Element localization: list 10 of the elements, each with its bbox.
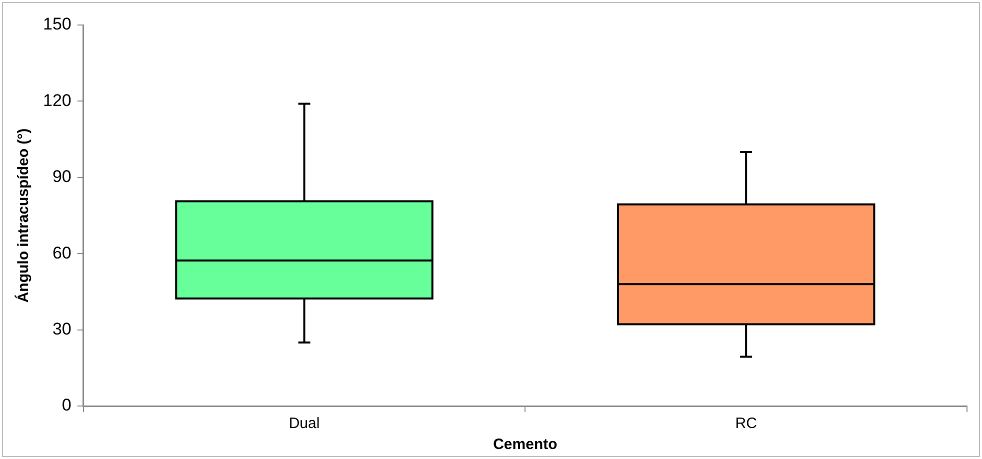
x-tick-label: Dual [288, 415, 320, 432]
y-tick-label: 120 [42, 90, 72, 110]
y-tick-label: 30 [52, 319, 72, 338]
y-axis-title: Ángulo intracuspídeo (°) [14, 128, 32, 303]
y-tick-label: 150 [42, 14, 72, 34]
y-tick-label: 90 [52, 167, 72, 186]
y-tick-label: 0 [62, 396, 72, 415]
x-axis-title: Cemento [493, 436, 558, 454]
y-tick-label: 60 [52, 243, 72, 262]
x-tick-label: RC [735, 415, 758, 432]
